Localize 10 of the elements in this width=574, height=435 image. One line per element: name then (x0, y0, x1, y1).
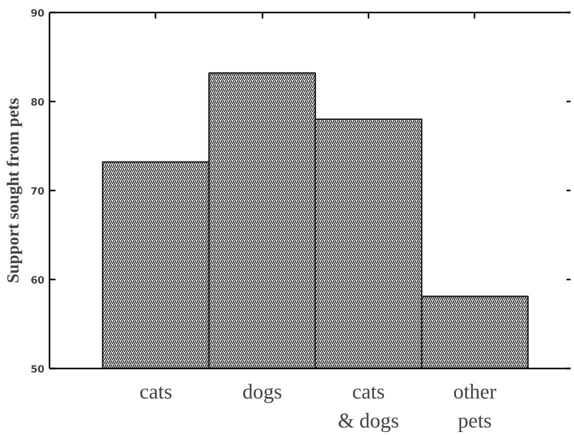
x-tick-label: dogs (242, 380, 282, 404)
x-tick-label: cats (140, 380, 172, 404)
y-axis-title: Support sought from pets (4, 97, 23, 284)
y-tick-label: 60 (30, 276, 45, 286)
x-tick-label: cats & dogs (338, 380, 400, 432)
y-tick-label: 70 (30, 186, 45, 198)
y-tick-label: 80 (30, 98, 45, 108)
y-tick-label: 50 (30, 364, 45, 376)
y-tick-label: 90 (30, 8, 45, 20)
x-tick-label: other pets (453, 380, 496, 432)
